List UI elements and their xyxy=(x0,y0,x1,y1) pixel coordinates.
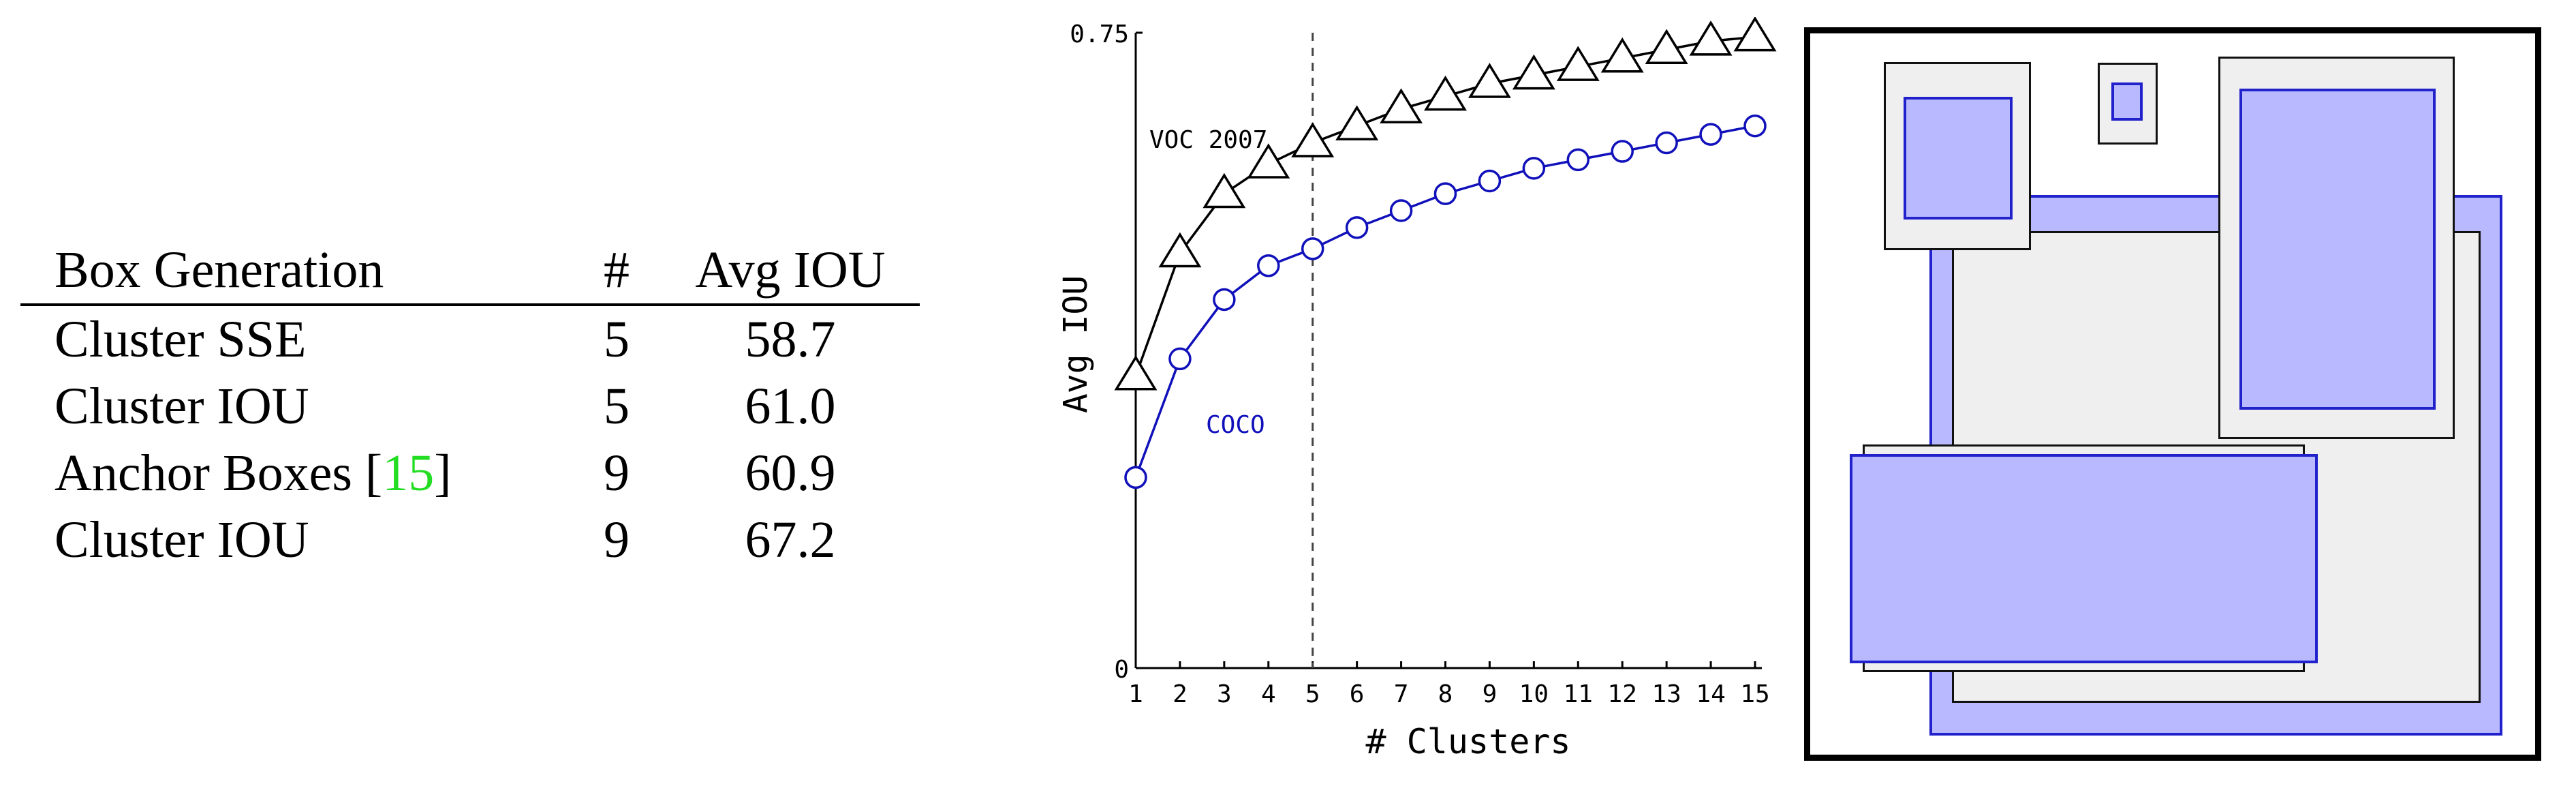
row-k: 5 xyxy=(604,311,630,368)
circle-point xyxy=(1743,114,1767,138)
circle-point xyxy=(1301,237,1324,260)
triangle-point xyxy=(1247,143,1290,179)
x-tick-label: 6 xyxy=(1350,680,1365,708)
circle-point xyxy=(1257,254,1280,277)
triangle-point xyxy=(1335,105,1379,140)
circle-point xyxy=(1389,199,1413,222)
circle-point xyxy=(1345,216,1369,239)
triangle-point xyxy=(1202,172,1246,209)
circle-point xyxy=(1168,347,1192,371)
table-row: Cluster IOU 9 67.2 xyxy=(20,507,920,573)
series-label-coco: COCO xyxy=(1206,411,1265,439)
triangle-point xyxy=(1600,37,1644,73)
y-tick-label: 0 xyxy=(1114,656,1129,684)
triangle-point xyxy=(1380,88,1423,124)
row-iou: 60.9 xyxy=(745,444,836,502)
circle-point xyxy=(1655,131,1678,155)
series-label-voc: VOC 2007 xyxy=(1149,126,1267,154)
header-num-clusters: # xyxy=(604,241,630,299)
x-tick-label: 9 xyxy=(1483,680,1498,708)
table-row: Cluster IOU 5 61.0 xyxy=(20,373,920,440)
header-avg-iou: Avg IOU xyxy=(695,241,886,299)
circle-point xyxy=(1699,123,1722,146)
triangle-point xyxy=(1645,29,1688,65)
row-method: Cluster IOU xyxy=(55,511,309,569)
x-tick-label: 4 xyxy=(1261,680,1276,708)
chart-axes: 00.751 2 3 4 5 6 7 8 9 10 11 12 13 14 15 xyxy=(1070,20,1769,708)
chart-series: VOC 2007 COCO xyxy=(1114,17,1777,489)
box-small-blue xyxy=(2111,82,2143,121)
triangle-point xyxy=(1424,75,1467,111)
x-tick-label: 12 xyxy=(1608,680,1637,708)
citation-close: ] xyxy=(434,444,452,502)
circle-point xyxy=(1611,140,1634,163)
row-iou: 67.2 xyxy=(745,511,836,569)
row-k: 9 xyxy=(604,444,630,502)
x-tick-label: 7 xyxy=(1394,680,1409,708)
x-tick-label: 1 xyxy=(1128,680,1143,708)
anchor-box-diagram xyxy=(1804,27,2541,761)
x-tick-label: 13 xyxy=(1651,680,1681,708)
triangle-point xyxy=(1689,20,1733,56)
table-header-row: Box Generation # Avg IOU xyxy=(20,235,920,305)
x-tick-label: 11 xyxy=(1564,680,1593,708)
table-row: Anchor Boxes [15] 9 60.9 xyxy=(20,440,920,507)
circle-point xyxy=(1566,148,1590,172)
box-wide-blue xyxy=(1850,454,2318,663)
triangle-point xyxy=(1114,354,1158,391)
circle-point xyxy=(1124,466,1147,489)
circle-point xyxy=(1433,182,1457,205)
box-top-left-blue xyxy=(1904,97,2013,220)
table-row: Cluster SSE 5 58.7 xyxy=(20,305,920,373)
y-tick-label: 0.75 xyxy=(1070,20,1129,48)
row-method-text: Anchor Boxes [ xyxy=(55,444,383,502)
circle-point xyxy=(1522,157,1546,180)
x-tick-label: 8 xyxy=(1438,680,1453,708)
x-tick-label: 14 xyxy=(1696,680,1725,708)
triangle-point xyxy=(1468,63,1511,98)
x-tick-label: 3 xyxy=(1217,680,1232,708)
row-iou: 58.7 xyxy=(745,311,836,368)
row-method: Anchor Boxes [15] xyxy=(20,440,572,507)
triangle-point xyxy=(1512,54,1555,90)
row-k: 5 xyxy=(604,378,630,435)
x-tick-label: 10 xyxy=(1519,680,1549,708)
iou-cluster-chart: 00.751 2 3 4 5 6 7 8 9 10 11 12 13 14 15 VOC 2007COCO … xyxy=(1057,17,1777,761)
citation-link[interactable]: 15 xyxy=(382,444,435,502)
row-method: Cluster SSE xyxy=(55,311,307,368)
y-axis-label: Avg IOU xyxy=(1057,275,1095,413)
row-iou: 61.0 xyxy=(745,378,836,435)
x-tick-label: 5 xyxy=(1305,680,1320,708)
triangle-point xyxy=(1556,46,1600,81)
circle-point xyxy=(1213,288,1236,312)
x-tick-label: 2 xyxy=(1173,680,1188,708)
x-axis-label: # Clusters xyxy=(1365,722,1570,761)
header-box-generation: Box Generation xyxy=(55,241,384,299)
results-table: Box Generation # Avg IOU Cluster SSE 5 5… xyxy=(20,235,920,573)
triangle-point xyxy=(1733,17,1777,52)
box-tall-blue xyxy=(2239,89,2436,410)
row-method: Cluster IOU xyxy=(55,378,309,435)
triangle-point xyxy=(1291,122,1335,157)
circle-point xyxy=(1478,169,1502,193)
triangle-point xyxy=(1158,232,1202,268)
row-k: 9 xyxy=(604,511,630,569)
x-tick-label: 15 xyxy=(1740,680,1769,708)
